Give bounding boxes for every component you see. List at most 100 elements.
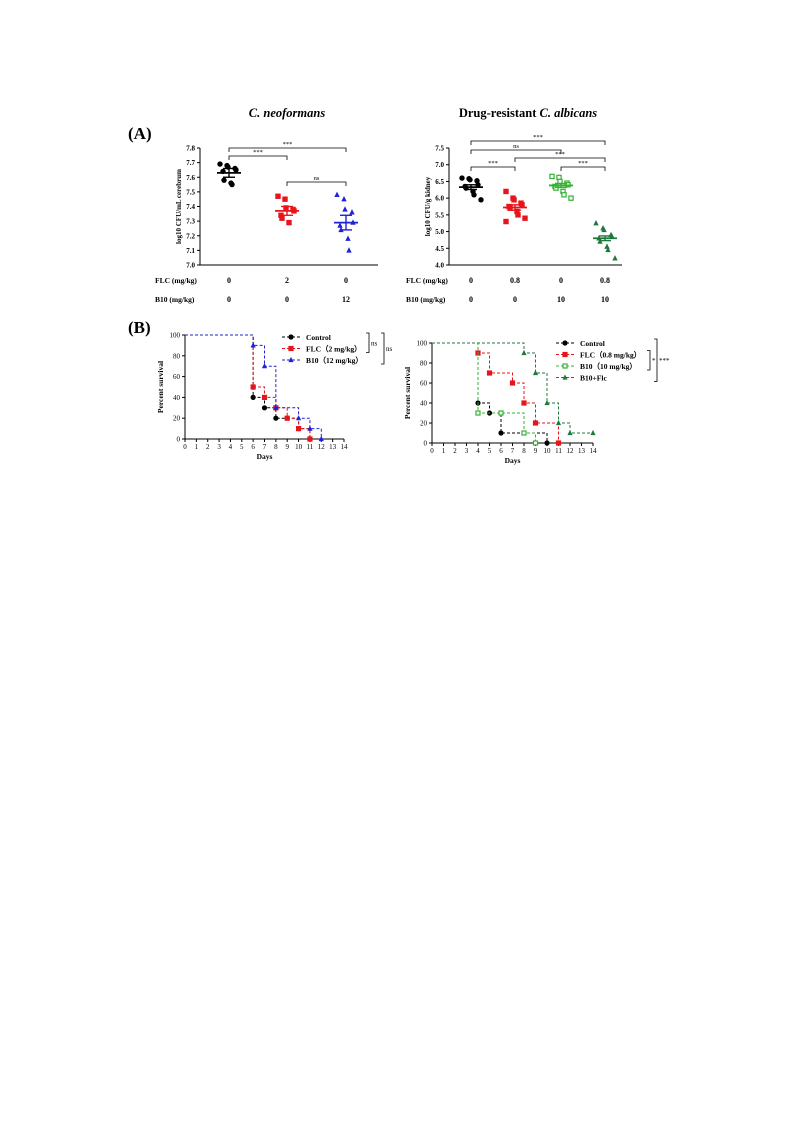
x-tick-label: 13 [578, 447, 586, 455]
data-point [282, 196, 288, 202]
x-tick-label: 3 [465, 447, 469, 455]
survival-point [555, 419, 562, 426]
flc-dose-value: 0.8 [510, 276, 520, 285]
legend-marker [562, 340, 568, 346]
flc-row-label: FLC (mg/kg) [155, 276, 197, 285]
survival-point [521, 400, 527, 406]
b10-dose-value: 0 [469, 295, 473, 304]
b10-row-label: B10 (mg/kg) [406, 295, 446, 304]
significance-label: *** [578, 160, 588, 167]
b10-row-label: B10 (mg/kg) [155, 295, 195, 304]
significance-bracket [470, 149, 562, 154]
significance-label: *** [555, 151, 565, 158]
y-tick-label: 4.0 [435, 262, 444, 270]
survival-line [432, 342, 536, 443]
data-point [345, 235, 351, 241]
y-tick-label: 6.5 [435, 178, 444, 186]
survival-point [307, 425, 313, 431]
x-tick-label: 1 [195, 443, 199, 451]
significance-label: ns [386, 345, 393, 353]
x-axis-label: Days [505, 456, 521, 465]
survival-point [261, 405, 268, 411]
x-tick-label: 11 [555, 447, 562, 455]
survival-point [307, 436, 313, 442]
x-tick-label: 0 [430, 447, 434, 455]
x-tick-label: 2 [453, 447, 457, 455]
x-tick-label: 4 [476, 447, 480, 455]
legend-marker [288, 356, 294, 363]
data-point [604, 243, 610, 249]
scatter-chart-c-albicans: Drug-resistant C. albicans 4.0 4.5 5.0 5.5 6.… [406, 106, 622, 304]
data-point [346, 247, 352, 253]
legend-label: B10（10 mg/kg） [580, 361, 637, 371]
x-tick-label: 7 [511, 447, 515, 455]
y-tick-label: 60 [173, 373, 181, 381]
y-tick-label: 80 [420, 360, 428, 368]
survival-line [432, 342, 559, 443]
data-point [221, 177, 227, 183]
y-tick-label: 20 [173, 415, 181, 423]
x-tick-label: 13 [329, 443, 337, 451]
y-axis-label: log10 CFU/mL cerebrum [175, 169, 183, 244]
survival-point [532, 440, 539, 446]
survival-point [273, 404, 279, 410]
significance-label: ns [371, 339, 378, 347]
x-tick-label: 9 [534, 447, 538, 455]
legend-marker [562, 351, 568, 358]
significance-bracket [514, 157, 606, 162]
survival-point [318, 435, 324, 442]
scatter-chart-c-neoformans: C. neoformans 7.0 7.1 7.2 7.3 7.4 7.5 7.6 7.7 7.8… [155, 106, 378, 304]
data-point [342, 206, 348, 212]
data-point [279, 215, 285, 221]
y-tick-label: 7.6 [186, 174, 195, 182]
y-tick-label: 5.0 [435, 228, 444, 236]
flc-dose-value: 0 [469, 276, 473, 285]
flc-row-label: FLC (mg/kg) [406, 276, 448, 285]
flc-dose-value: 0 [227, 276, 231, 285]
data-point [503, 188, 509, 195]
significance-label: * [652, 357, 656, 365]
b10-dose-value: 0 [285, 295, 289, 304]
survival-point [532, 369, 539, 376]
survival-point [498, 410, 504, 416]
y-tick-label: 40 [420, 400, 428, 408]
survival-point [261, 363, 268, 369]
panel-label-b: (B) [128, 318, 151, 337]
flc-dose-value: 0.8 [600, 276, 610, 285]
data-point [459, 175, 465, 181]
data-point [229, 181, 235, 188]
x-axis-label: Days [257, 452, 273, 461]
y-tick-label: 7.8 [186, 145, 195, 153]
significance-bracket [560, 166, 606, 171]
b10-dose-value: 12 [342, 295, 350, 304]
x-tick-label: 2 [206, 443, 210, 451]
survival-point [544, 399, 550, 406]
legend-label: B10+Flc [580, 373, 607, 382]
significance-bracket [470, 166, 516, 171]
survival-point [532, 420, 539, 426]
data-point [568, 195, 574, 201]
data-point [286, 219, 292, 226]
data-point [475, 182, 481, 188]
survival-point [521, 349, 527, 356]
significance-label: *** [253, 149, 263, 156]
x-tick-label: 4 [229, 443, 233, 451]
y-axis-label: Percent survival [156, 361, 165, 413]
b10-dose-value: 10 [601, 295, 609, 304]
legend-marker [288, 345, 294, 352]
survival-point [475, 410, 481, 416]
y-tick-label: 80 [173, 352, 181, 360]
y-tick-label: 0 [424, 440, 428, 448]
b10-dose-value: 10 [557, 295, 565, 304]
data-point [467, 177, 473, 183]
survival-point [250, 384, 256, 390]
y-tick-label: 7.4 [186, 203, 195, 211]
x-tick-label: 0 [183, 443, 187, 451]
panel-label-a: (A) [128, 124, 152, 143]
significance-bracket [228, 147, 347, 152]
x-tick-label: 8 [274, 443, 278, 451]
y-tick-label: 7.7 [186, 159, 195, 167]
b10-dose-value: 0 [227, 295, 231, 304]
data-point [349, 209, 355, 215]
